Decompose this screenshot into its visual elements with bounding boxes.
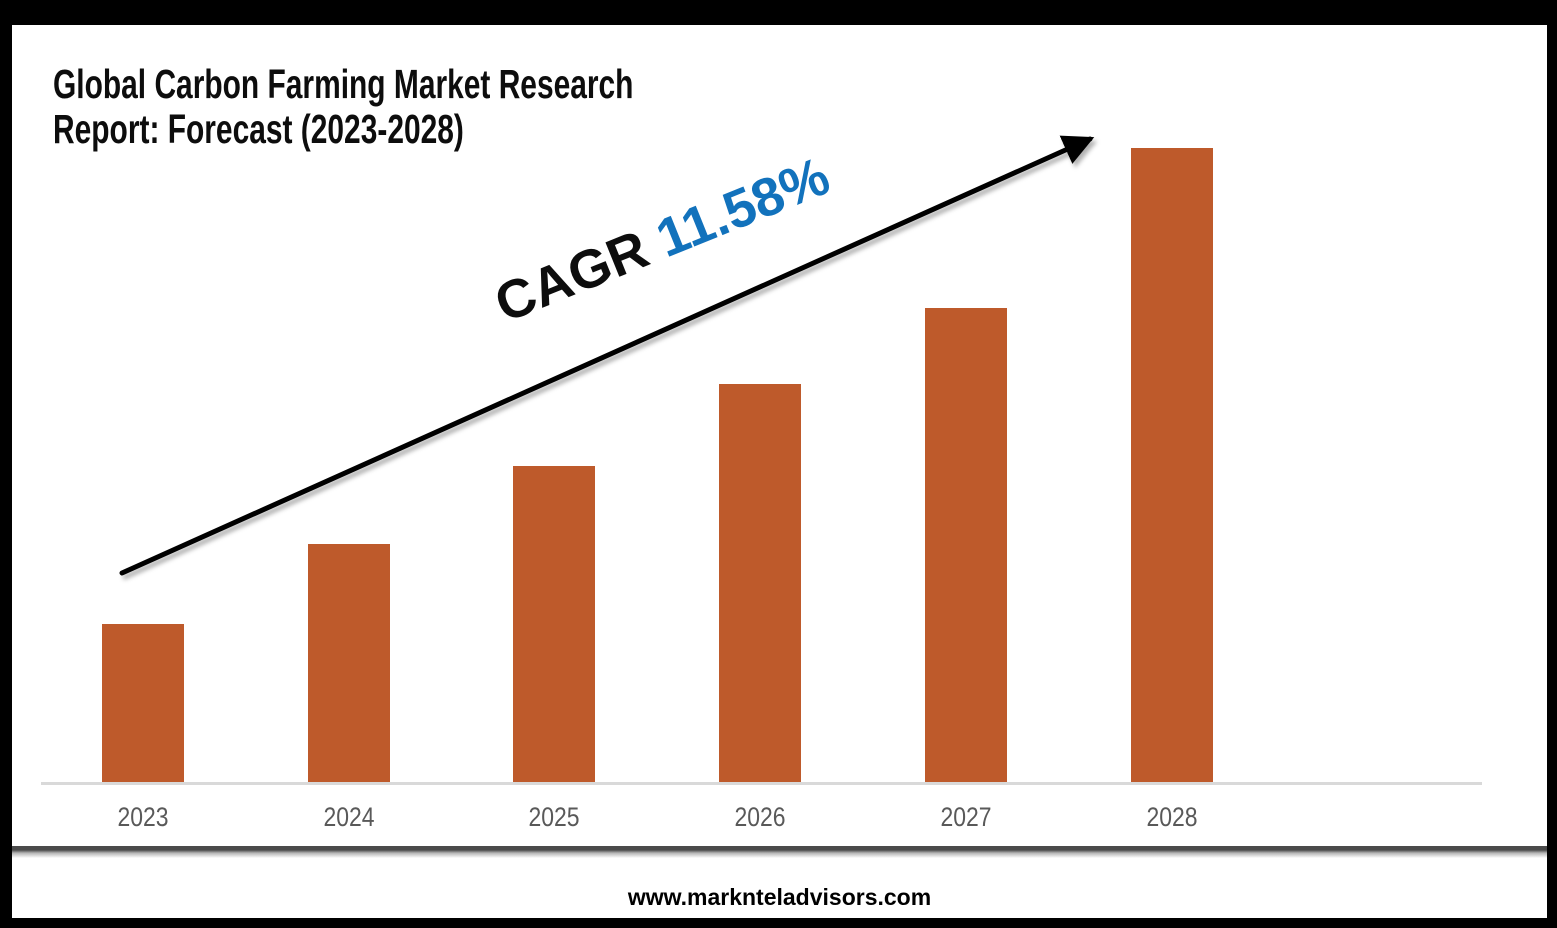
x-axis-label-2024: 2024 <box>323 802 375 832</box>
x-axis-label-2023: 2023 <box>117 802 169 832</box>
x-axis-line <box>41 782 1482 785</box>
x-axis-label-2025: 2025 <box>528 802 580 832</box>
cagr-value: 11.58% <box>648 145 838 269</box>
x-axis-label-2026: 2026 <box>734 802 786 832</box>
website-url: www.marknteladvisors.com <box>627 884 932 910</box>
footer-divider <box>12 846 1547 858</box>
bar-2026 <box>719 384 801 782</box>
x-axis-label-2028: 2028 <box>1146 802 1198 832</box>
bar-2023 <box>102 624 184 782</box>
bar-2027 <box>925 308 1007 782</box>
bar-2028 <box>1131 148 1213 782</box>
cagr-label: CAGR <box>486 213 671 335</box>
x-axis-label-2027: 2027 <box>940 802 992 832</box>
bar-2025 <box>513 466 595 782</box>
cagr-annotation: CAGR 11.58% <box>486 144 838 336</box>
bar-2024 <box>308 544 390 782</box>
chart-title: Global Carbon Farming Market Research Re… <box>53 61 634 152</box>
